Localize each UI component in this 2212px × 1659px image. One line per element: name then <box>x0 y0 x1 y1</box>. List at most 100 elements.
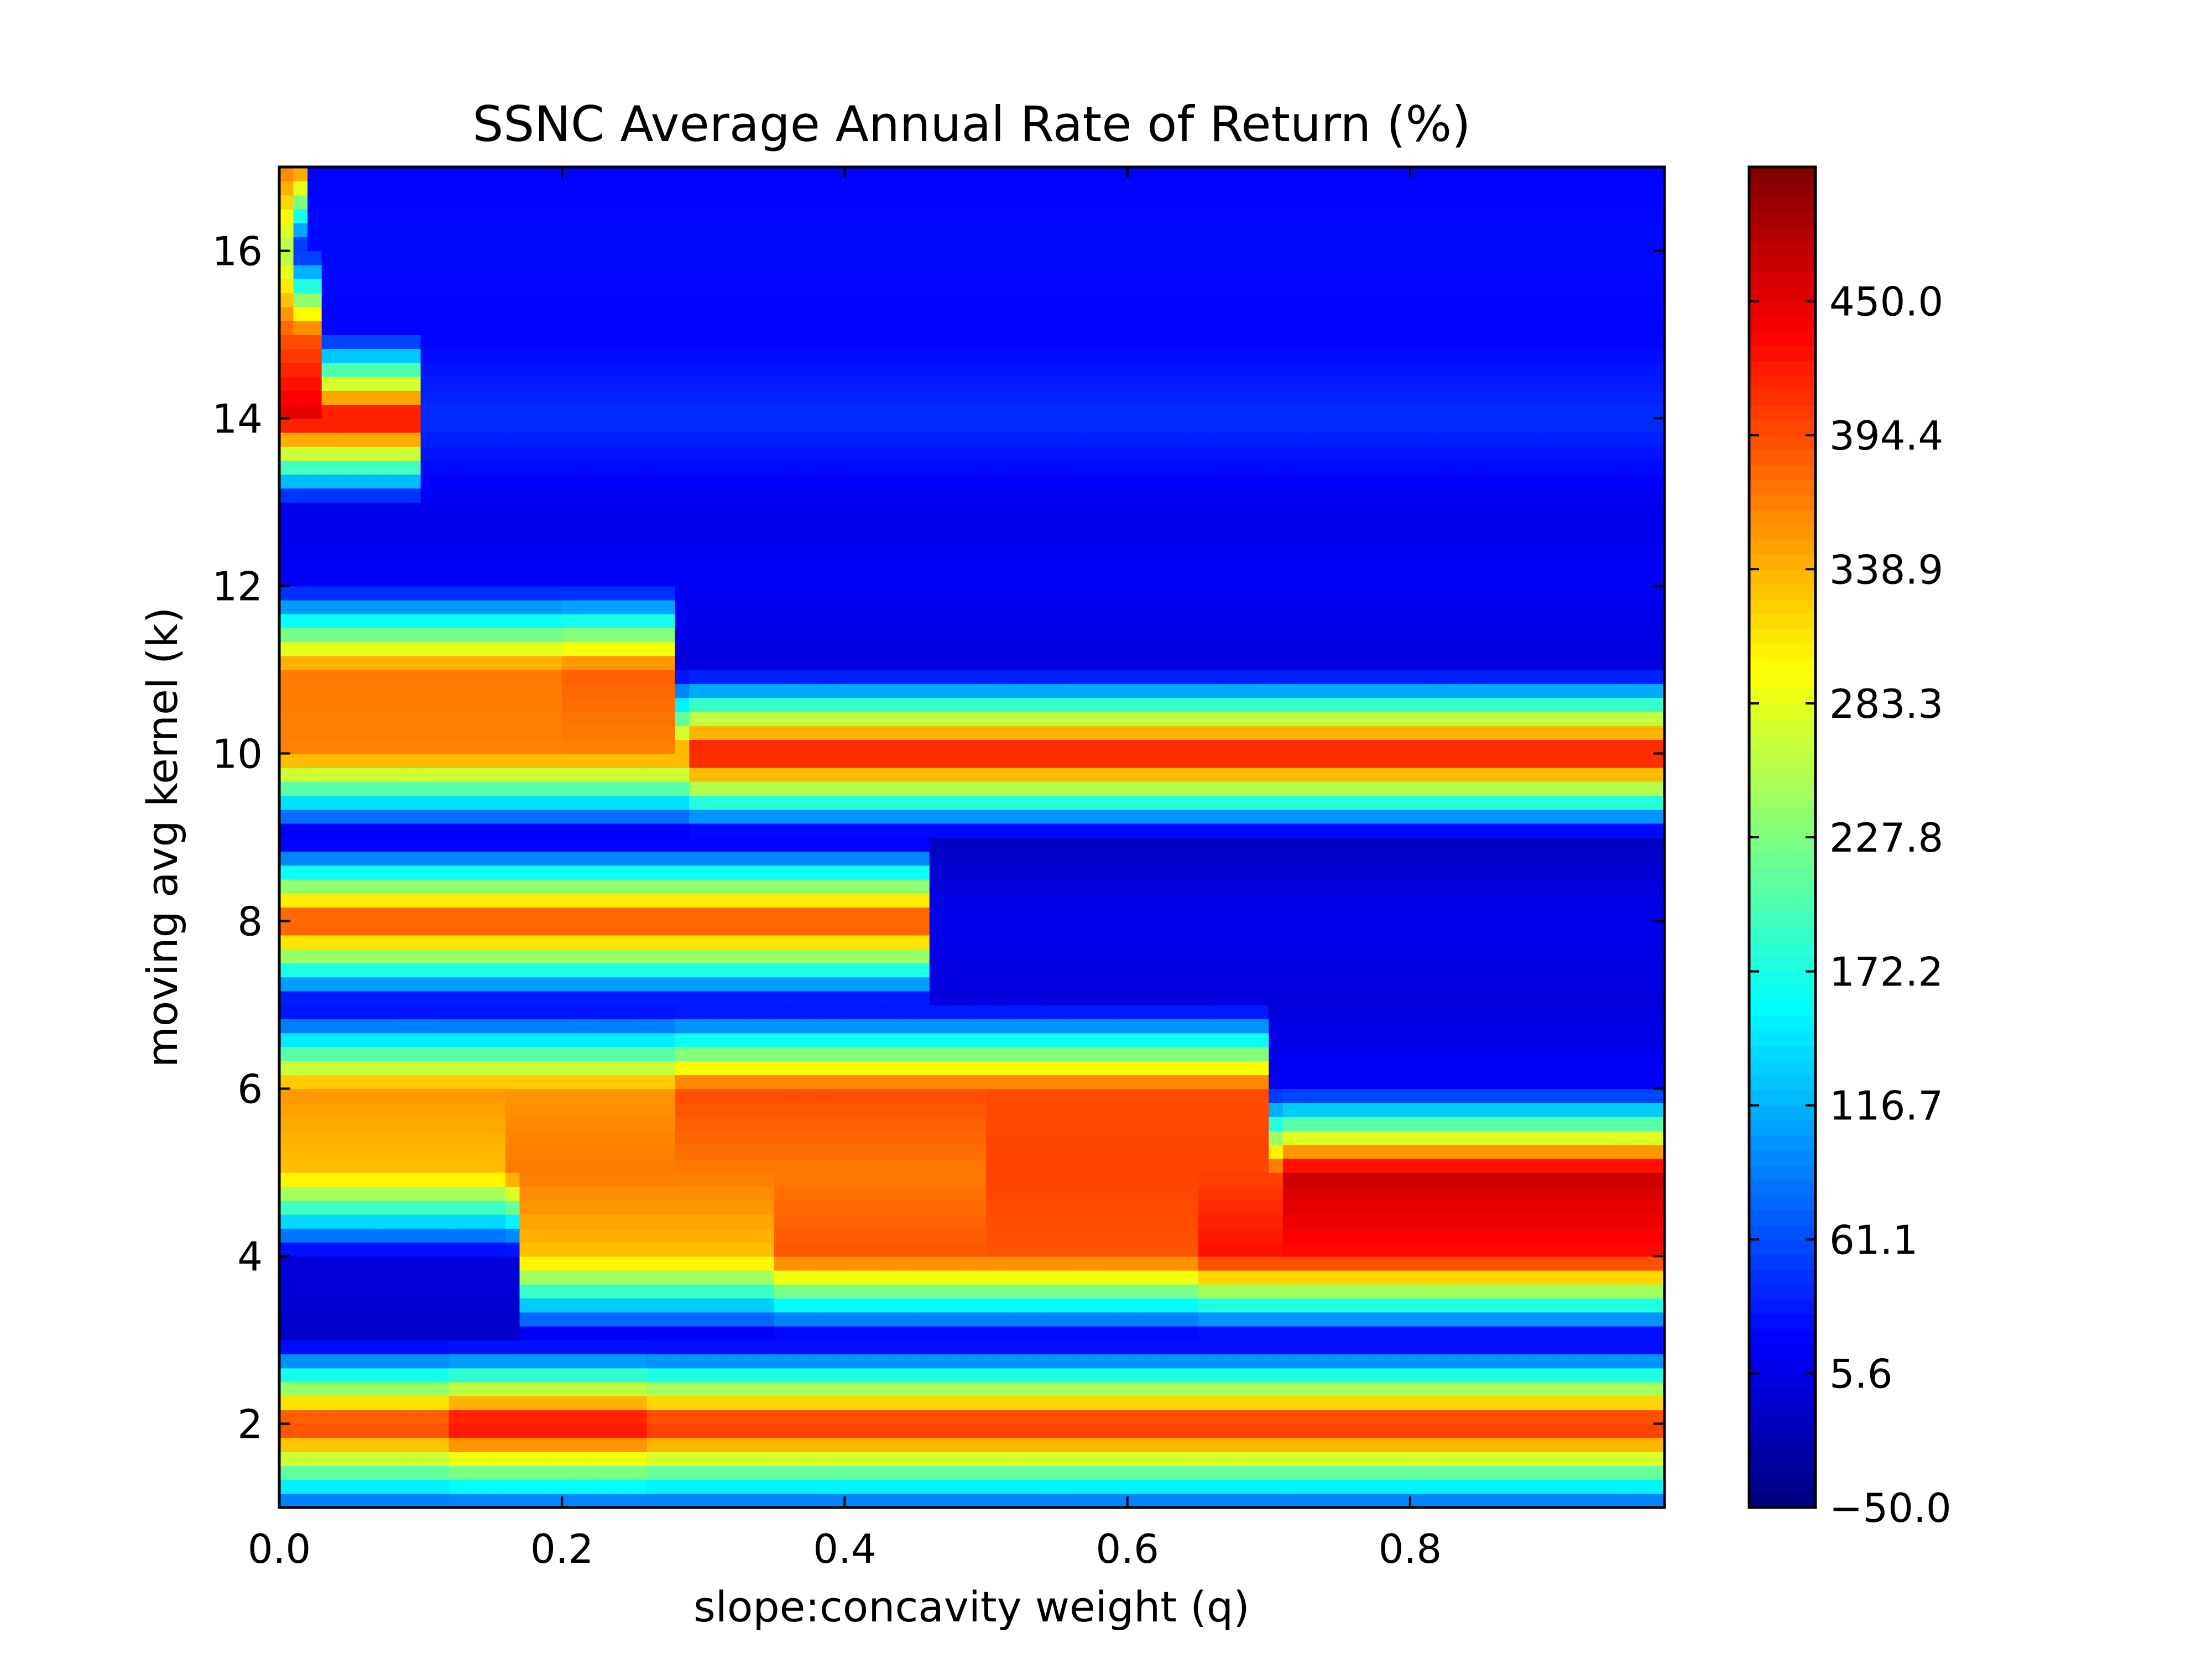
heatmap-cell <box>392 1452 407 1467</box>
heatmap-cell <box>957 1005 973 1020</box>
heatmap-cell <box>774 1493 789 1507</box>
heatmap-cell <box>1297 809 1312 824</box>
heatmap-cell <box>689 1340 704 1355</box>
heatmap-cell <box>1127 1452 1142 1467</box>
heatmap-cell <box>420 1298 435 1313</box>
heatmap-cell <box>1381 795 1397 810</box>
heatmap-cell <box>392 977 407 992</box>
heatmap-cell <box>1579 1452 1594 1467</box>
heatmap-cell <box>392 907 407 922</box>
heatmap-cell <box>901 1214 916 1229</box>
heatmap-cell <box>279 921 294 936</box>
heatmap-cell <box>1269 949 1284 964</box>
heatmap-cell <box>1551 1298 1566 1313</box>
heatmap-cell <box>1170 949 1185 964</box>
heatmap-cell <box>547 921 563 936</box>
heatmap-cell <box>1467 1130 1481 1145</box>
heatmap-cell <box>491 1437 506 1452</box>
heatmap-cell <box>774 879 789 894</box>
heatmap-cell <box>1297 1172 1312 1187</box>
heatmap-cell <box>788 1284 803 1299</box>
heatmap-cell <box>590 1074 605 1089</box>
heatmap-cell <box>349 1493 365 1507</box>
heatmap-cell <box>1480 1479 1496 1494</box>
heatmap-cell <box>1495 1437 1510 1452</box>
heatmap-cell <box>689 837 704 852</box>
heatmap-cell <box>576 1032 591 1047</box>
heatmap-cell <box>1240 963 1255 978</box>
heatmap-cell <box>1467 1270 1481 1285</box>
heatmap-cell <box>1042 1452 1057 1467</box>
heatmap-cell <box>1085 1368 1100 1383</box>
heatmap-cell <box>1056 1270 1072 1285</box>
heatmap-cell <box>1170 1088 1185 1103</box>
heatmap-cell <box>1113 1005 1128 1020</box>
heatmap-cell <box>1014 1298 1029 1313</box>
heatmap-cell <box>887 1340 902 1355</box>
heatmap-cell <box>689 1493 704 1507</box>
heatmap-cell <box>1438 1005 1453 1020</box>
heatmap-cell <box>1495 1061 1510 1076</box>
heatmap-cell <box>1042 1298 1057 1313</box>
heatmap-cell <box>448 809 464 824</box>
heatmap-cell <box>1368 795 1383 810</box>
heatmap-cell <box>1452 1046 1467 1061</box>
heatmap-cell <box>505 823 520 838</box>
heatmap-cell <box>406 809 421 824</box>
heatmap-cell <box>1566 879 1580 894</box>
heatmap-cell <box>1183 1381 1199 1396</box>
heatmap-cell <box>435 921 450 936</box>
heatmap-cell <box>505 1437 520 1452</box>
heatmap-cell <box>534 1228 549 1243</box>
heatmap-cell <box>534 837 549 852</box>
heatmap-cell <box>717 1074 732 1089</box>
heatmap-cell <box>435 1186 450 1201</box>
heatmap-cell <box>1467 1368 1481 1383</box>
heatmap-cell <box>1113 1396 1128 1411</box>
heatmap-cell <box>802 921 817 936</box>
heatmap-cell <box>1071 1088 1086 1103</box>
heatmap-cell <box>1579 1061 1594 1076</box>
heatmap-cell <box>321 1158 337 1173</box>
heatmap-cell <box>802 1144 817 1159</box>
heatmap-cell <box>519 865 534 880</box>
heatmap-cell <box>477 1061 492 1076</box>
heatmap-cell <box>1226 1242 1241 1257</box>
heatmap-cell <box>1467 865 1481 880</box>
heatmap-cell <box>364 1298 379 1313</box>
heatmap-cell <box>590 1061 605 1076</box>
heatmap-cell <box>760 1130 775 1145</box>
heatmap-cell <box>1410 1200 1425 1215</box>
heatmap-cell <box>859 1368 874 1383</box>
heatmap-cell <box>1042 1200 1057 1215</box>
heatmap-cell <box>491 1005 506 1020</box>
heatmap-cell <box>1240 1242 1255 1257</box>
heatmap-cell <box>1071 935 1086 950</box>
heatmap-cell <box>1155 1088 1171 1103</box>
heatmap-cell <box>802 1074 817 1089</box>
heatmap-cell <box>929 1256 945 1271</box>
heatmap-cell <box>1339 851 1354 866</box>
heatmap-cell <box>448 1354 464 1369</box>
heatmap-cell <box>1297 1088 1312 1103</box>
heatmap-cell <box>1551 1256 1566 1271</box>
heatmap-cell <box>986 893 1001 907</box>
heatmap-cell <box>943 1493 958 1507</box>
heatmap-cell <box>774 1298 789 1313</box>
heatmap-cell <box>1622 1088 1637 1103</box>
heatmap-cell <box>1537 1074 1552 1089</box>
heatmap-cell <box>717 963 732 978</box>
heatmap-cell <box>392 1019 407 1034</box>
heatmap-cell <box>1396 1298 1411 1313</box>
heatmap-cell <box>321 893 337 907</box>
heatmap-cell <box>1339 809 1354 824</box>
heatmap-cell <box>1099 949 1114 964</box>
heatmap-cell <box>1495 1186 1510 1201</box>
heatmap-cell <box>1396 1312 1411 1327</box>
heatmap-cell <box>420 1088 435 1103</box>
heatmap-cell <box>887 1354 902 1369</box>
heatmap-cell <box>1452 1200 1467 1215</box>
heatmap-cell <box>420 837 435 852</box>
heatmap-cell <box>788 1465 803 1480</box>
